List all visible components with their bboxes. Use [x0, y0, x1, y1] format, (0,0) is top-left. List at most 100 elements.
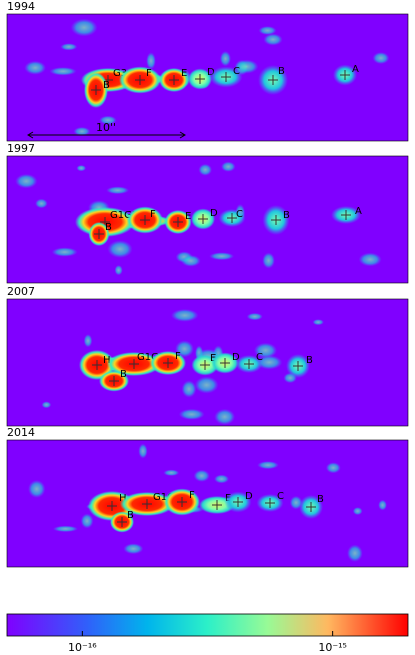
component-label: A — [355, 206, 362, 217]
knot-cross — [220, 358, 230, 368]
noise-blob — [257, 461, 279, 470]
noise-blob — [235, 59, 259, 74]
noise-blob — [83, 334, 93, 348]
knot-cross — [212, 500, 222, 510]
noise-blob — [80, 513, 94, 529]
component-label: G1G3 — [110, 210, 138, 221]
noise-blob — [15, 173, 38, 189]
scale-label: 10'' — [96, 121, 116, 134]
noise-blob — [254, 342, 278, 359]
panel: G1G3 F E D C B A B — [6, 155, 409, 284]
noise-blob — [51, 247, 78, 257]
knot-cross — [163, 358, 173, 368]
noise-blob — [146, 52, 156, 70]
noise-blob — [24, 60, 46, 75]
panel-frame — [6, 439, 409, 568]
component-label: B — [278, 66, 285, 77]
noise-blob — [70, 18, 98, 37]
noise-blob — [41, 401, 52, 409]
knot-cross — [227, 213, 237, 223]
component-label: B — [120, 369, 127, 380]
noise-blob — [73, 127, 91, 136]
knot-cross — [293, 361, 303, 371]
panel-year: 1994 — [7, 0, 35, 13]
knot-cross — [341, 210, 351, 220]
component-label: B — [103, 80, 110, 91]
colorbar-tick-label: 10⁻¹⁵ — [318, 641, 347, 654]
colorbar-tick-label: 10⁻¹⁶ — [68, 641, 97, 654]
noise-blob — [246, 312, 263, 321]
noise-blob — [106, 186, 130, 195]
component-label: B — [127, 510, 134, 521]
noise-blob — [175, 340, 194, 358]
panel: HG1G3FEDCBB — [6, 439, 409, 568]
noise-blob — [358, 252, 382, 267]
noise-blob — [221, 161, 236, 172]
component-label: B — [283, 210, 290, 221]
noise-blob — [123, 543, 144, 555]
component-label: C — [236, 209, 243, 220]
component-label: D — [245, 491, 253, 502]
panel: HG1G3FEDCBB — [6, 298, 409, 427]
knot-cross — [233, 497, 243, 507]
noise-blob — [28, 480, 46, 498]
noise-blob — [35, 198, 48, 209]
component-label: D — [232, 352, 240, 363]
component-label: H — [119, 493, 127, 504]
panel: G3 F E D C B A B — [6, 13, 409, 142]
noise-blob — [163, 469, 180, 476]
knot-cross — [177, 497, 187, 507]
knot-cross — [107, 501, 117, 511]
noise-blob — [256, 355, 283, 370]
noise-blob — [325, 462, 341, 474]
noise-blob — [219, 51, 231, 67]
noise-blob — [312, 319, 324, 326]
knot-cross — [135, 75, 145, 85]
knot-cross — [142, 499, 152, 509]
noise-blob — [193, 469, 210, 482]
noise-blob — [180, 255, 201, 267]
noise-blob — [209, 252, 235, 261]
knot-cross — [173, 217, 183, 227]
component-label: E — [181, 68, 187, 79]
component-label: C — [277, 491, 284, 502]
panel-year: 2007 — [7, 285, 35, 298]
panel-year: 2014 — [7, 426, 35, 439]
noise-blob — [347, 544, 363, 562]
noise-blob — [49, 67, 77, 76]
panel-frame — [6, 298, 409, 427]
knot-cross — [244, 359, 254, 369]
scale-arrow — [27, 131, 186, 139]
noise-blob — [262, 252, 275, 269]
noise-blob — [198, 163, 213, 176]
noise-blob — [181, 380, 197, 398]
component-label: D — [210, 208, 218, 219]
noise-blob — [258, 26, 277, 35]
knot-cross — [271, 215, 281, 225]
noise-blob — [378, 499, 387, 511]
noise-blob — [352, 507, 363, 516]
noise-blob — [107, 240, 133, 258]
knot-cross — [221, 72, 231, 82]
knot-cross — [195, 74, 205, 84]
noise-blob — [372, 52, 390, 65]
noise-blob — [114, 265, 123, 276]
noise-blob — [214, 474, 229, 484]
component-label: A — [352, 64, 359, 75]
component-label: F — [146, 68, 152, 79]
noise-blob — [214, 408, 236, 425]
knot-cross — [265, 498, 275, 508]
component-label: F — [189, 490, 195, 501]
noise-blob — [99, 115, 117, 125]
component-label: F — [175, 351, 181, 362]
component-label: F — [150, 209, 156, 220]
component-label: H — [103, 355, 111, 366]
component-label: C — [233, 66, 240, 77]
knot-cross — [169, 75, 179, 85]
knot-cross — [306, 502, 316, 512]
noise-blob — [138, 443, 148, 459]
component-label: E — [185, 211, 191, 222]
knot-cross — [268, 75, 278, 85]
